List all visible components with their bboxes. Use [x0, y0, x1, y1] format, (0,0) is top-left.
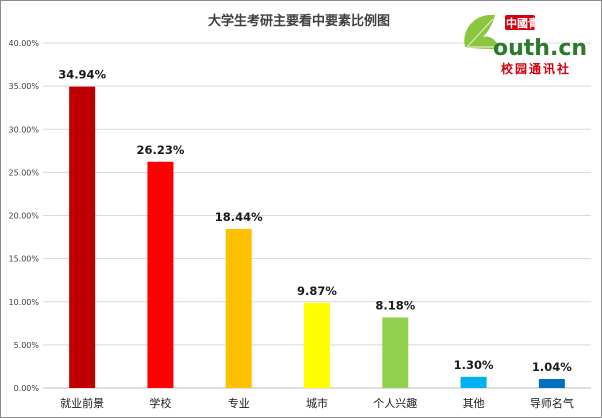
- category-label: 学校: [149, 396, 171, 410]
- y-tick-label: 40.00%: [8, 39, 39, 48]
- data-label: 8.18%: [375, 298, 415, 312]
- data-label: 34.94%: [58, 68, 106, 82]
- y-tick-label: 35.00%: [8, 82, 39, 91]
- category-label: 专业: [228, 396, 250, 410]
- y-axis-ticks: 0.00% 5.00% 10.00% 15.00% 20.00% 25.00% 30.00%…: [8, 39, 39, 393]
- youth-leaf-logo-icon: 中國青年网 outh.cn 校园通讯社: [464, 14, 587, 76]
- logo-brand-main: outh.cn: [493, 36, 587, 61]
- bar: [69, 86, 96, 388]
- category-label: 就业前景: [60, 396, 104, 410]
- bar: [538, 379, 565, 388]
- bar: [460, 376, 487, 388]
- category-label: 其他: [463, 397, 485, 410]
- data-label: 9.87%: [297, 284, 337, 298]
- y-tick-label: 25.00%: [8, 168, 39, 177]
- youth-cn-logo: 中國青年网 outh.cn 校园通讯社: [459, 9, 599, 79]
- bar: [382, 317, 409, 388]
- bar: [147, 161, 174, 388]
- data-label: 1.30%: [454, 358, 494, 372]
- chart-title: 大学生考研主要看中要素比例图: [208, 13, 390, 29]
- logo-brand-sub: 校园通讯社: [501, 61, 571, 76]
- y-tick-label: 15.00%: [8, 255, 39, 264]
- data-labels: 34.94% 26.23% 18.44% 9.87% 8.18% 1.30% 1.04%: [58, 68, 572, 374]
- category-label: 城市: [306, 396, 328, 410]
- x-axis-categories: 就业前景 学校 专业 城市 个人兴趣 其他 导师名气: [60, 396, 574, 410]
- bars: [69, 86, 565, 388]
- data-label: 1.04%: [532, 360, 572, 374]
- data-label: 18.44%: [215, 210, 263, 224]
- category-label: 个人兴趣: [373, 396, 417, 410]
- y-tick-label: 5.00%: [14, 341, 40, 350]
- y-tick-label: 20.00%: [8, 212, 39, 221]
- bar: [304, 302, 330, 388]
- y-tick-label: 0.00%: [14, 384, 40, 393]
- bar: [225, 228, 252, 388]
- y-tick-label: 10.00%: [8, 298, 39, 307]
- logo-brand-top: 中國青年网: [506, 16, 561, 30]
- category-label: 导师名气: [530, 396, 574, 410]
- data-label: 26.23%: [136, 143, 184, 157]
- y-tick-label: 30.00%: [8, 125, 39, 134]
